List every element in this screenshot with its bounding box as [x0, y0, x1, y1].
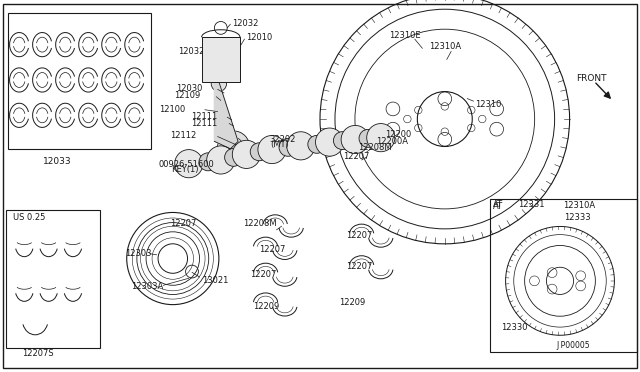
Text: 13021: 13021 [202, 276, 228, 285]
Circle shape [225, 148, 243, 166]
Text: J P00005: J P00005 [557, 341, 591, 350]
Text: 12109: 12109 [174, 92, 200, 100]
Text: 12207: 12207 [170, 219, 196, 228]
Text: AT: AT [493, 202, 503, 211]
Text: 12331: 12331 [518, 200, 545, 209]
Circle shape [359, 129, 377, 147]
Polygon shape [214, 82, 238, 149]
Text: 12207: 12207 [343, 152, 369, 161]
Circle shape [333, 132, 351, 150]
Text: 12207: 12207 [346, 231, 372, 240]
Text: 12208M: 12208M [243, 219, 277, 228]
Circle shape [308, 135, 326, 153]
Bar [202, 37, 240, 82]
Text: 12330: 12330 [501, 323, 527, 332]
Text: 12200A: 12200A [376, 137, 408, 146]
Text: AT: AT [493, 200, 503, 209]
Text: 12200: 12200 [385, 130, 412, 139]
Circle shape [175, 150, 203, 178]
Text: 12111: 12111 [191, 119, 217, 128]
Text: 12111: 12111 [191, 112, 217, 121]
Text: 12100: 12100 [159, 105, 185, 114]
Circle shape [218, 131, 250, 163]
Text: 12032: 12032 [232, 19, 258, 28]
Circle shape [287, 132, 315, 160]
Text: 12209: 12209 [253, 302, 279, 311]
Circle shape [258, 135, 286, 164]
Text: 12310A: 12310A [563, 201, 595, 210]
Text: (MT): (MT) [271, 140, 289, 149]
Text: 12310E: 12310E [389, 31, 420, 40]
Circle shape [211, 76, 227, 92]
Text: 12209: 12209 [339, 298, 365, 307]
Bar [490, 199, 637, 352]
Circle shape [199, 153, 217, 171]
Text: FRONT: FRONT [576, 74, 607, 83]
Bar [6, 210, 100, 348]
Circle shape [207, 146, 235, 174]
Text: 12010: 12010 [246, 33, 272, 42]
Text: 12207: 12207 [250, 270, 276, 279]
Text: 12333: 12333 [564, 213, 591, 222]
Text: 12303: 12303 [125, 249, 151, 258]
Text: 12030: 12030 [176, 84, 202, 93]
Text: 12033: 12033 [44, 157, 72, 166]
Text: 12112: 12112 [170, 131, 196, 140]
Text: US 0.25: US 0.25 [13, 213, 45, 222]
Circle shape [250, 143, 268, 161]
Text: KEY(1): KEY(1) [171, 165, 198, 174]
Circle shape [341, 125, 369, 154]
Circle shape [367, 124, 395, 152]
Text: 12207: 12207 [346, 262, 372, 271]
Circle shape [316, 128, 344, 156]
Bar [8, 13, 151, 149]
Text: 12310: 12310 [475, 100, 501, 109]
Circle shape [232, 140, 260, 169]
Circle shape [279, 138, 297, 156]
Text: 32202: 32202 [269, 135, 295, 144]
Text: 12208M: 12208M [358, 143, 392, 152]
Text: 12032: 12032 [178, 47, 204, 56]
Text: 12303A: 12303A [131, 282, 163, 291]
Text: 12310A: 12310A [429, 42, 461, 51]
Text: 00926-51600: 00926-51600 [158, 160, 214, 169]
Text: 12207: 12207 [259, 245, 285, 254]
Text: 12207S: 12207S [22, 349, 54, 358]
